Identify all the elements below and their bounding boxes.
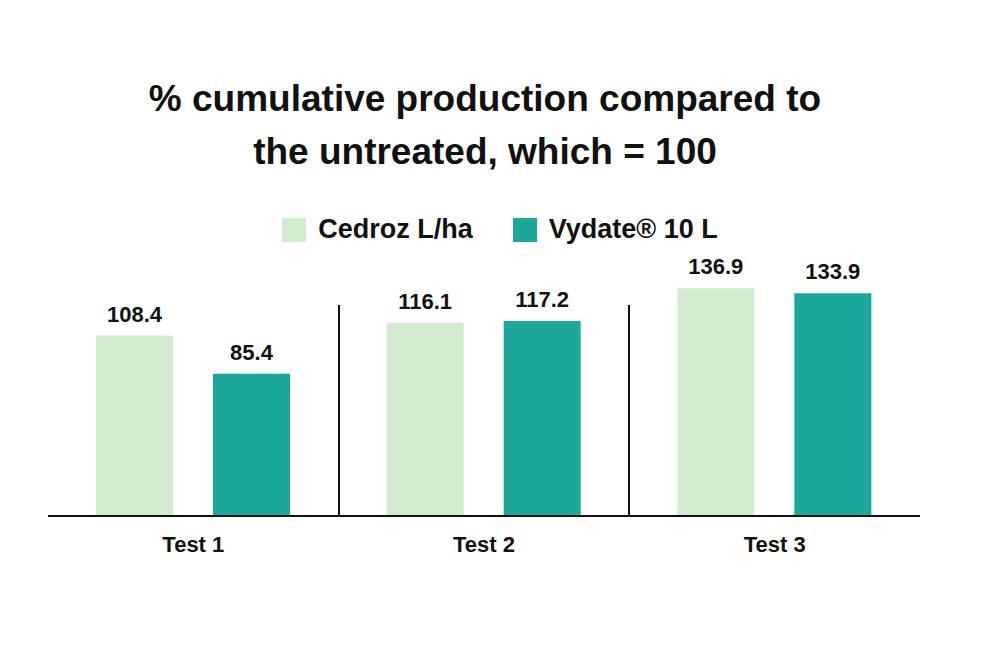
svg-text:116.1: 116.1: [398, 289, 452, 314]
svg-text:133.9: 133.9: [805, 259, 860, 284]
svg-text:Test 3: Test 3: [744, 532, 806, 557]
svg-text:85.4: 85.4: [230, 340, 274, 365]
svg-text:Test 1: Test 1: [162, 532, 224, 557]
html-text:Cedroz L/ha: Cedroz L/ha: [318, 214, 473, 244]
svg-text:136.9: 136.9: [688, 254, 743, 279]
html-text:Vydate® 10 L: Vydate® 10 L: [548, 214, 718, 244]
svg-text:117.2: 117.2: [515, 287, 569, 312]
svg-text:Test 2: Test 2: [453, 532, 515, 557]
html-text:% cumulative production compar: % cumulative production compared to the …: [148, 78, 822, 172]
svg-text:108.4: 108.4: [107, 302, 163, 327]
